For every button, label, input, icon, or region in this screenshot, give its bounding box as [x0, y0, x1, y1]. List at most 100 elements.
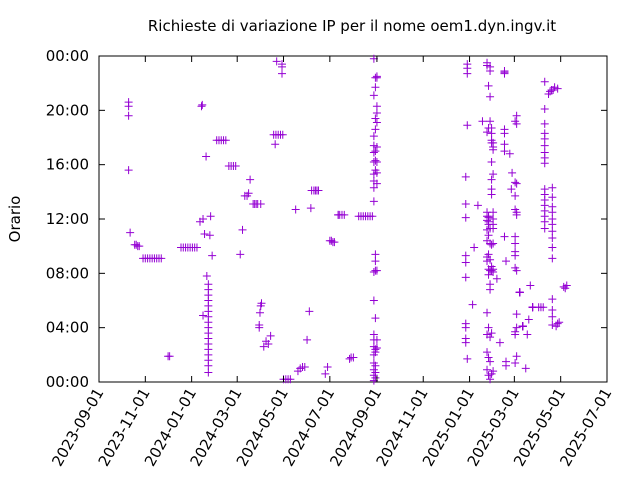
- data-point: [369, 296, 378, 305]
- data-point: [489, 239, 498, 248]
- data-point: [518, 322, 527, 331]
- data-point: [461, 200, 470, 209]
- y-tick-label: 12:00: [46, 210, 89, 228]
- data-point: [526, 281, 535, 290]
- data-point: [487, 185, 496, 194]
- data-point: [548, 254, 557, 263]
- data-point: [463, 354, 472, 363]
- data-point: [369, 132, 378, 141]
- data-point: [521, 364, 530, 373]
- data-point: [278, 69, 287, 78]
- data-point: [508, 168, 517, 177]
- data-point: [205, 231, 214, 240]
- data-point: [553, 319, 562, 328]
- data-point: [461, 319, 470, 328]
- data-point: [255, 320, 264, 329]
- data-point: [461, 213, 470, 222]
- data-point: [484, 231, 493, 240]
- data-point: [500, 66, 509, 75]
- data-point: [511, 239, 520, 248]
- data-point: [548, 243, 557, 252]
- data-point: [208, 251, 217, 260]
- data-point: [461, 172, 470, 181]
- data-point: [562, 281, 571, 290]
- data-point: [266, 331, 275, 340]
- data-point: [271, 140, 280, 149]
- data-point: [553, 84, 562, 93]
- data-point: [540, 77, 549, 86]
- data-point: [486, 357, 495, 366]
- data-point: [478, 117, 487, 126]
- data-point: [124, 166, 133, 175]
- data-point: [540, 119, 549, 128]
- data-point: [306, 204, 315, 213]
- y-tick-label: 00:00: [46, 47, 89, 65]
- data-point: [512, 266, 521, 275]
- data-point: [314, 186, 323, 195]
- data-point: [124, 111, 133, 120]
- data-point: [321, 369, 330, 378]
- data-point: [505, 149, 514, 158]
- data-point: [197, 102, 206, 111]
- data-point: [246, 175, 255, 184]
- data-point: [512, 323, 521, 332]
- data-point: [291, 205, 300, 214]
- data-point: [486, 62, 495, 71]
- data-point: [489, 170, 498, 179]
- data-point: [524, 315, 533, 324]
- data-point: [236, 250, 245, 259]
- data-point: [500, 232, 509, 241]
- data-point: [278, 130, 287, 139]
- data-point: [371, 125, 380, 134]
- data-point: [371, 257, 380, 266]
- data-point: [372, 102, 381, 111]
- data-point: [540, 129, 549, 138]
- data-point: [371, 114, 380, 123]
- data-point: [500, 147, 509, 156]
- y-axis-label: Orario: [6, 196, 24, 243]
- data-point: [372, 143, 381, 152]
- data-point: [523, 330, 532, 339]
- data-point: [369, 148, 378, 157]
- data-point: [502, 257, 511, 266]
- data-point: [511, 178, 520, 187]
- data-point: [372, 266, 381, 275]
- data-point: [369, 91, 378, 100]
- data-point: [487, 329, 496, 338]
- data-point: [371, 345, 380, 354]
- data-point: [489, 265, 498, 274]
- data-point: [199, 311, 208, 320]
- data-point: [463, 60, 472, 69]
- data-point: [484, 81, 493, 90]
- data-point: [507, 185, 516, 194]
- data-point: [540, 224, 549, 233]
- data-point: [548, 193, 557, 202]
- data-point: [372, 109, 381, 118]
- data-point: [371, 314, 380, 323]
- data-point: [349, 353, 358, 362]
- data-point: [487, 123, 496, 132]
- data-point: [548, 295, 557, 304]
- data-point: [372, 335, 381, 344]
- y-tick-label: 16:00: [46, 156, 89, 174]
- data-point: [486, 117, 495, 126]
- data-point: [540, 141, 549, 150]
- data-point: [372, 344, 381, 353]
- data-point: [461, 258, 470, 267]
- data-point: [492, 274, 501, 283]
- data-point: [487, 157, 496, 166]
- x-axis-ticks: 2023-09-012023-11-012024-01-012024-03-01…: [48, 56, 615, 470]
- data-point: [486, 333, 495, 342]
- data-point: [206, 212, 215, 221]
- data-point: [371, 361, 380, 370]
- data-point: [202, 152, 211, 161]
- data-point: [489, 138, 498, 147]
- data-point: [483, 128, 492, 137]
- data-point: [259, 342, 268, 351]
- data-point: [199, 215, 208, 223]
- data-point: [548, 320, 557, 329]
- data-point: [484, 323, 493, 332]
- data-point: [371, 156, 380, 165]
- data-point: [124, 98, 133, 107]
- data-point: [470, 243, 479, 252]
